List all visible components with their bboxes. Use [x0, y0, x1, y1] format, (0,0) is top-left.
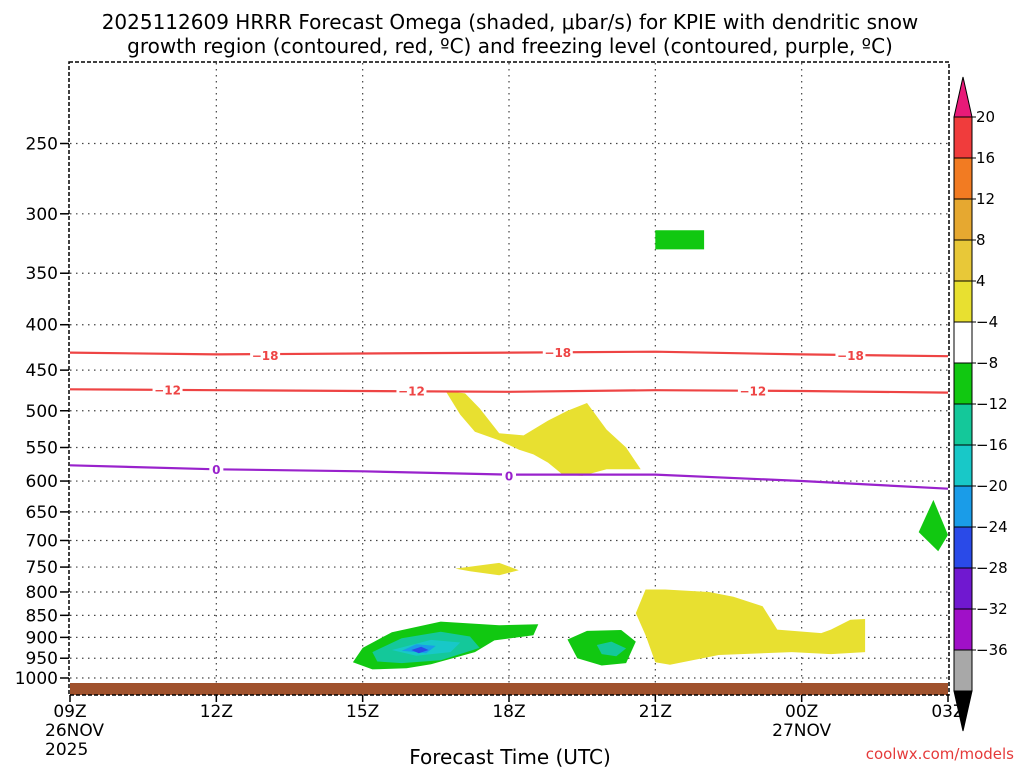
y-tick-label-1000: 1000	[15, 669, 58, 689]
contour-label-dgz-minus12-0: −12	[154, 384, 181, 398]
omega-region-yellow-small	[455, 562, 519, 576]
contour-label-freezing-level-0: 0	[212, 463, 220, 477]
x-tick-label-6-0: 15Z	[346, 702, 379, 722]
x-tick-label-18-0: 03Z	[931, 702, 964, 722]
colorbar-swatch-0	[953, 116, 973, 159]
omega-region-green-right-diamond	[918, 499, 948, 552]
colorbar-label-3: 8	[976, 231, 986, 249]
contour-label-bg	[396, 382, 427, 399]
x-tick-label-0-0: 09Z	[53, 702, 86, 722]
colorbar: 20 16 12 8 4 −4 −8 −12 −16 −20 −24 −28 −32 −36	[953, 76, 1008, 732]
contour-label-bg	[502, 467, 516, 484]
chart-title-line-1: 2025112609 HRRR Forecast Omega (shaded, …	[102, 10, 919, 34]
temperature-contours: −18 −18 −18 −12 −12 −12 0 0	[69, 344, 949, 490]
contour-label-bg	[209, 461, 224, 478]
colorbar-swatch-8	[953, 444, 973, 487]
ground-terrain-bar	[70, 683, 948, 695]
omega-shading	[352, 230, 948, 670]
colorbar-top-arrow	[953, 76, 973, 118]
contour-label-bg	[152, 382, 183, 399]
contour-label-dgz-minus18-2: −18	[837, 349, 864, 363]
plot-frame	[68, 61, 950, 696]
contour-label-bg	[737, 382, 768, 399]
colorbar-label-1: 16	[976, 149, 995, 167]
grid-lines	[70, 63, 948, 683]
x-tick-label-15-0: 00Z	[785, 702, 818, 722]
colorbar-label-9: −20	[976, 477, 1008, 495]
contour-label-bg	[542, 344, 573, 361]
y-tick-label-300: 300	[26, 205, 58, 225]
omega-region-green-upper	[655, 230, 705, 250]
colorbar-label-8: −16	[976, 436, 1008, 454]
y-tick-label-500: 500	[26, 402, 58, 422]
omega-region-yellow-upper	[445, 391, 641, 476]
colorbar-bottom-arrow	[953, 690, 973, 732]
contour-label-dgz-minus18-0: −18	[252, 349, 279, 363]
colorbar-label-2: 12	[976, 190, 995, 208]
x-tick-label-15-1: 27NOV	[772, 721, 831, 741]
omega-region-yellow-lower-right	[635, 589, 866, 665]
y-tick-label-900: 900	[26, 628, 58, 648]
colorbar-label-4: 4	[976, 272, 986, 290]
colorbar-swatch-1	[953, 157, 973, 200]
contour-label-dgz-minus18-1: −18	[544, 346, 571, 360]
omega-region-darkblue-core	[411, 646, 429, 654]
colorbar-swatch-6	[953, 362, 973, 405]
colorbar-label-12: −32	[976, 600, 1008, 618]
colorbar-swatch-12	[953, 608, 973, 651]
chart-title-line-2: growth region (contoured, red, ºC) and f…	[127, 34, 893, 58]
contour-dgz-minus12	[69, 388, 949, 394]
x-tick-label-3-0: 12Z	[200, 702, 233, 722]
omega-region-teal-lower-mid	[596, 641, 627, 657]
x-tick-label-0-2: 2025	[45, 740, 88, 760]
contour-dgz-minus18	[69, 350, 949, 358]
x-tick-label-12-0: 21Z	[639, 702, 672, 722]
y-tick-label-700: 700	[26, 531, 58, 551]
contour-label-dgz-minus12-1: −12	[398, 384, 425, 398]
y-tick-label-350: 350	[26, 264, 58, 284]
colorbar-label-7: −12	[976, 395, 1008, 413]
colorbar-swatch-3	[953, 239, 973, 282]
y-tick-label-950: 950	[26, 649, 58, 669]
y-tick-label-800: 800	[26, 583, 58, 603]
contour-label-bg	[250, 347, 281, 364]
colorbar-label-13: −36	[976, 641, 1008, 659]
plot-area: −18 −18 −18 −12 −12 −12 0 0	[68, 61, 950, 696]
contour-label-freezing-level-1: 0	[505, 469, 513, 483]
y-tick-label-850: 850	[26, 606, 58, 626]
colorbar-swatch-5	[953, 321, 973, 364]
contour-label-dgz-minus12-2: −12	[740, 384, 767, 398]
colorbar-swatch-10	[953, 526, 973, 569]
colorbar-swatch-11	[953, 567, 973, 610]
colorbar-swatch-7	[953, 403, 973, 446]
colorbar-label-6: −8	[976, 354, 998, 372]
y-tick-label-550: 550	[26, 438, 58, 458]
colorbar-label-0: 20	[976, 108, 995, 126]
y-tick-label-750: 750	[26, 558, 58, 578]
x-tick-label-0-1: 26NOV	[45, 721, 104, 741]
y-axis-pressure: 2503003504004505005506006507007508008509…	[15, 135, 69, 689]
colorbar-swatch-9	[953, 485, 973, 528]
source-credit: coolwx.com/models	[866, 745, 1014, 763]
y-tick-label-600: 600	[26, 472, 58, 492]
colorbar-swatch-13	[953, 649, 973, 692]
y-tick-label-400: 400	[26, 316, 58, 336]
x-tick-label-9-0: 18Z	[492, 702, 525, 722]
colorbar-label-5: −4	[976, 313, 998, 331]
contour-label-bg	[835, 347, 866, 364]
y-tick-label-650: 650	[26, 503, 58, 523]
x-axis-label: Forecast Time (UTC)	[409, 745, 611, 768]
y-tick-label-250: 250	[26, 135, 58, 155]
colorbar-label-11: −28	[976, 559, 1008, 577]
y-tick-label-450: 450	[26, 361, 58, 381]
colorbar-swatch-4	[953, 280, 973, 323]
colorbar-label-10: −24	[976, 518, 1008, 536]
colorbar-swatch-2	[953, 198, 973, 241]
